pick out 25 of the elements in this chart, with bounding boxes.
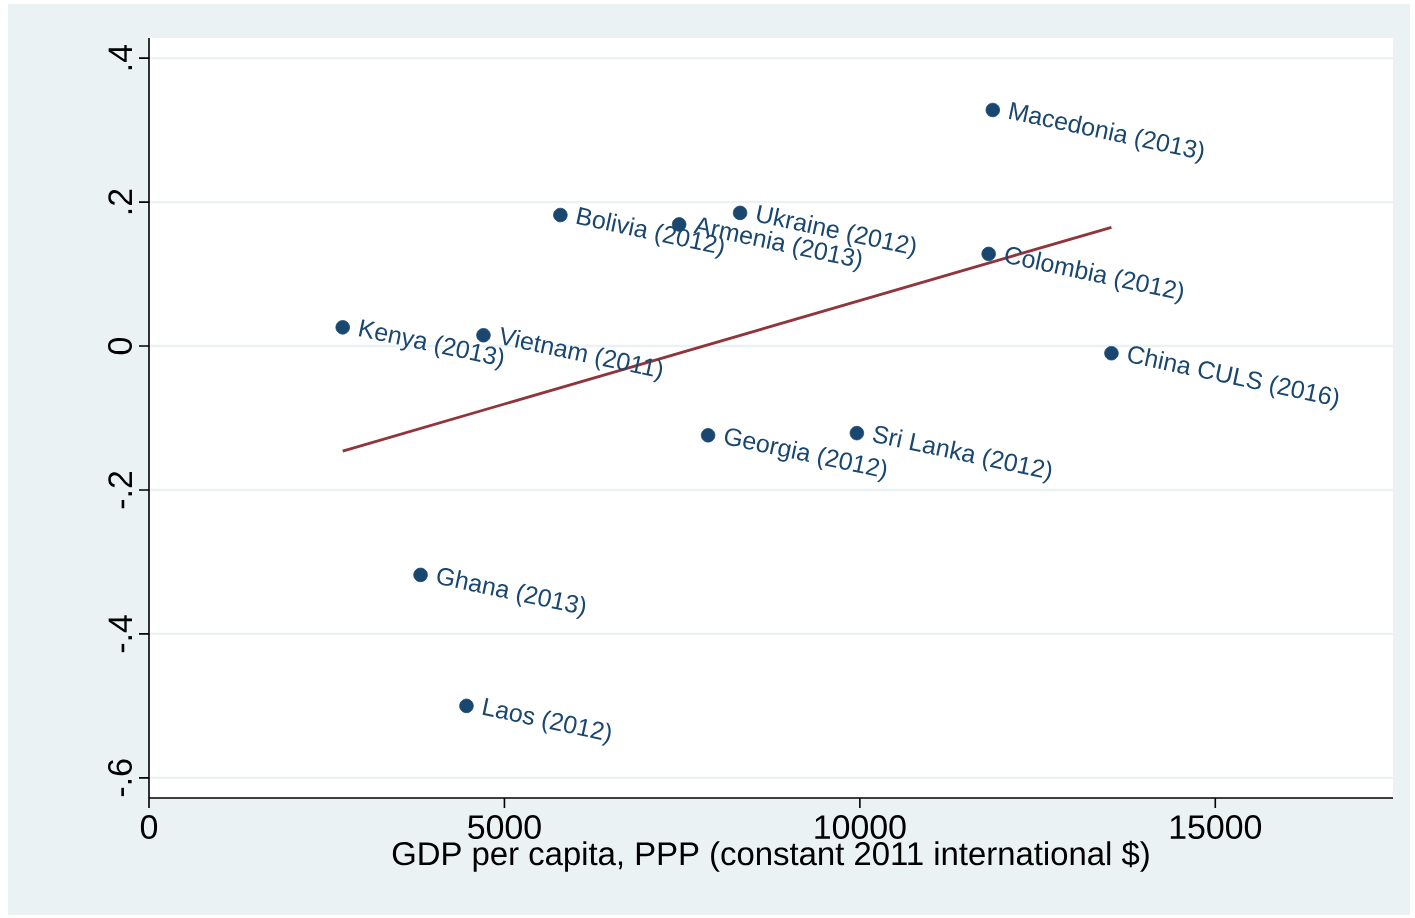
- annotation: Laos (2012): [482, 697, 611, 746]
- y-tick-label: -.4: [108, 615, 132, 653]
- point: [413, 567, 428, 583]
- y-tick-label: -.2: [108, 471, 132, 509]
- x-tick-label: 15000: [1170, 815, 1262, 840]
- point: [849, 425, 865, 441]
- x-tick-label: 5000: [468, 815, 541, 840]
- x-tick-label: 10000: [815, 815, 906, 840]
- annotation: China CULS (2016): [1128, 346, 1339, 411]
- y-tick-label: -.6: [107, 759, 132, 797]
- annotation: Ghana (2013): [437, 568, 586, 619]
- y-tick-label: 0: [107, 337, 132, 355]
- point: [700, 428, 716, 443]
- annotation: Colombia (2012): [1005, 247, 1184, 305]
- x-tick-label: 0: [140, 815, 158, 840]
- annotation: Macedonia (2013): [1008, 102, 1204, 164]
- point: [981, 246, 996, 262]
- point: [459, 698, 474, 714]
- x-axis-title: GDP per capita, PPP (constant 2011 international $): [392, 840, 1149, 872]
- point: [1104, 346, 1119, 361]
- y-tick-label: .2: [108, 189, 132, 214]
- y-tick-label: .4: [108, 45, 132, 70]
- point: [553, 207, 568, 223]
- point: [335, 320, 350, 335]
- point: [985, 102, 1000, 118]
